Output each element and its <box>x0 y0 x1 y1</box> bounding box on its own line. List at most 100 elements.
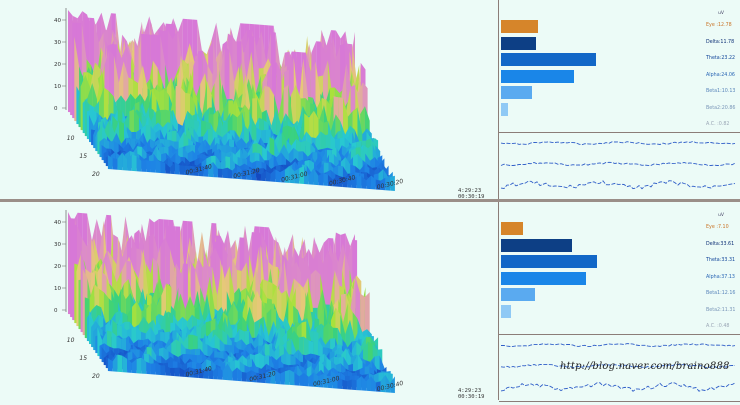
spectrum-cell <box>332 375 338 389</box>
band-power-bars-bottom: uV Eye :7.10 Delta:33.61 Theta:33.31 Alpha:… <box>499 202 740 332</box>
spectrum-cell <box>380 374 386 393</box>
spectrum-cell <box>165 163 171 174</box>
spectrum-cell <box>299 166 305 185</box>
band-value-label: Eye :12.78 <box>706 23 732 28</box>
spectrum-cell <box>347 379 352 390</box>
spectrum-cell <box>260 170 266 182</box>
wave-trace <box>500 140 736 146</box>
timestamp-stamp-top: 4:29:23 00:30:19 <box>458 188 485 200</box>
spectrum-cell <box>241 371 247 382</box>
spectrum-cell <box>246 168 252 180</box>
spectrum-cell <box>189 367 194 378</box>
band-unit-label: uV <box>718 11 724 16</box>
spectrum-cell <box>117 354 123 373</box>
spectrum-cell <box>222 363 228 381</box>
spectrum-cell <box>304 373 309 387</box>
z-tick-label: 0 <box>54 106 58 112</box>
band-bar-beta2 <box>501 304 511 318</box>
spectrum-cell <box>289 166 295 184</box>
spectrum-cell <box>160 365 166 376</box>
stamp-line: 00:30:19 <box>458 394 485 400</box>
spectrum-cell <box>174 367 180 377</box>
horizontal-splitter[interactable] <box>0 199 740 202</box>
spectrum-cell <box>112 158 118 170</box>
spectrum-cell <box>203 367 209 379</box>
spectrum-cell <box>131 154 137 172</box>
wave-trace <box>500 363 735 369</box>
raw-wave-display-top <box>499 132 740 200</box>
spectrum-cell <box>284 369 290 385</box>
spectrum-cell <box>170 161 175 175</box>
wave-trace <box>500 382 736 392</box>
eeg-panel-bottom: 40 30 20 10 0 10 15 20 00:31:40 00:31:20 00:31:00 0… <box>0 202 740 402</box>
spectrum-cell <box>127 358 132 373</box>
spectrum-cell <box>308 372 314 387</box>
spectrum-cell <box>107 155 113 170</box>
z-tick-label: 40 <box>54 220 61 226</box>
spectrum-cell <box>251 168 257 181</box>
spectrum-cell <box>165 365 171 376</box>
eeg-panel-top: 40 30 20 10 0 10 15 20 00:31:40 00:31:20 00:31:00 0… <box>0 0 740 200</box>
spectrum-cell <box>117 152 123 171</box>
spectrum-cell <box>122 152 128 171</box>
spectrum-cell <box>246 370 252 382</box>
spectrum-cell <box>179 165 185 175</box>
spectrum-cell <box>208 367 214 380</box>
spectrum-cell <box>318 172 324 186</box>
spectrum-cell <box>289 369 295 386</box>
spectrum-cell <box>213 366 218 380</box>
spectrum-cell <box>304 166 309 185</box>
z-tick-label: 30 <box>54 242 61 248</box>
spectrum-cell <box>347 176 352 188</box>
stamp-line: 00:30:19 <box>458 194 485 200</box>
spectrum-cell <box>174 161 180 175</box>
spectrum-cell <box>356 375 362 391</box>
spectrum-cell <box>332 175 338 187</box>
spectrum-cell <box>184 165 190 176</box>
band-value-label: Beta1:10.13 <box>706 89 736 94</box>
spectrum-cell <box>136 357 142 374</box>
stamp-line: 4:29:23 <box>458 188 482 194</box>
band-value-label: Alpha:24.06 <box>706 72 735 78</box>
spectrum-cell <box>370 175 376 190</box>
spectrum-cell <box>136 155 142 172</box>
band-bar-alpha <box>501 271 587 285</box>
spectrum-cell <box>280 371 285 385</box>
spectrum-cell <box>385 177 391 191</box>
band-value-label: Delta:33.61 <box>706 241 735 247</box>
spectrum-cell <box>327 375 333 389</box>
spectrum-cell <box>390 175 395 191</box>
freq-tick-label: 10 <box>67 337 75 344</box>
z-tick-label: 40 <box>54 18 61 24</box>
panel-divider <box>498 0 499 200</box>
spectrum-cell <box>260 372 266 384</box>
band-value-label: Beta2:11.31 <box>706 307 736 313</box>
spectrum-cell <box>146 361 151 375</box>
spectrum-cell <box>375 179 381 190</box>
spectrum-cell <box>361 175 367 189</box>
spectrum-cell <box>227 167 233 179</box>
spectrum-cell <box>232 165 238 179</box>
spectrum-cell <box>146 159 151 173</box>
spectrum-cell <box>370 376 376 392</box>
spectrum-cell <box>198 369 204 379</box>
spectrum-cell <box>208 161 214 178</box>
spectrum-cell <box>270 169 276 182</box>
band-bar-alpha <box>501 69 575 83</box>
spectrum-cell <box>390 376 395 393</box>
spectrum-cell <box>194 166 199 176</box>
band-value-label: Alpha:37.13 <box>706 274 735 280</box>
spectrum-cell <box>313 168 319 186</box>
spectrum-cell <box>170 367 175 377</box>
band-value-label: Beta2:20.86 <box>706 105 736 111</box>
spectrum-cell <box>112 354 118 372</box>
spectrum-cell <box>337 175 343 187</box>
band-bar-eye <box>501 222 523 235</box>
stamp-line: 4:29:23 <box>458 388 482 394</box>
spectrum-cell <box>160 161 166 174</box>
freq-tick-label: 20 <box>92 373 100 380</box>
freq-tick-label: 20 <box>92 171 100 178</box>
spectrum-cell <box>356 175 362 189</box>
spectrum-cell <box>232 367 238 381</box>
